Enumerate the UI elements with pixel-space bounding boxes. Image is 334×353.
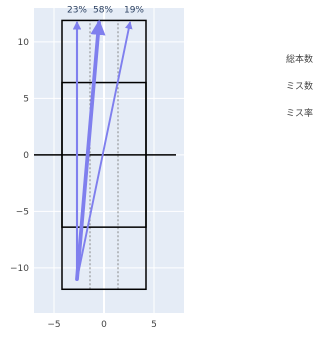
legend-item: ミス数 [286, 80, 313, 92]
y-tick-label: −5 [16, 207, 29, 217]
legend-item: 総本数 [286, 53, 313, 65]
arrow-3 [76, 21, 133, 281]
x-tick-label: 0 [101, 320, 107, 330]
arrows [72, 19, 133, 282]
plot-area [34, 8, 184, 313]
percent-labels: 23% 58% 19% [67, 6, 144, 16]
arrow-2 [75, 19, 106, 282]
legend-item: ミス率 [286, 107, 313, 119]
y-axis-ticks: 10 5 0 −5 −10 [10, 38, 29, 274]
arrow-percent-label: 23% [67, 6, 87, 16]
arrow-percent-label: 19% [124, 6, 144, 16]
arrow-percent-label: 58% [93, 6, 113, 16]
x-tick-label: −5 [47, 320, 60, 330]
y-tick-label: 10 [18, 38, 30, 48]
y-tick-label: 5 [23, 94, 29, 104]
y-tick-label: 0 [23, 151, 29, 161]
y-tick-label: −10 [10, 264, 29, 274]
x-axis-ticks: −5 0 5 [47, 320, 157, 330]
x-tick-label: 5 [151, 320, 157, 330]
